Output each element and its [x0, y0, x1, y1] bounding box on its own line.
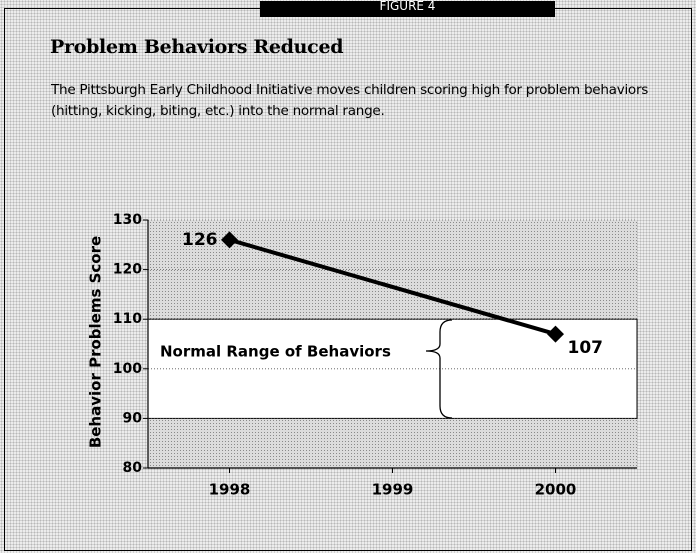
data-label: 107: [568, 338, 604, 358]
y-tick-label: 90: [123, 410, 143, 426]
chart-subtitle: The Pittsburgh Early Childhood Initiativ…: [51, 82, 649, 119]
x-tick-label: 2000: [535, 481, 577, 499]
data-label: 126: [182, 230, 218, 250]
figure-panel: FIGURE 4: [4, 1, 692, 551]
brace: [425, 319, 453, 419]
point: [221, 231, 238, 249]
y-tick-label: 80: [123, 460, 143, 476]
line: [228, 237, 557, 337]
x-tick-label: 1998: [209, 481, 251, 499]
y-tick-label: 130: [113, 212, 142, 228]
y-tick-label: 120: [113, 262, 142, 278]
annotation: Normal Range of Behaviors: [160, 343, 391, 361]
y-tick-label: 100: [113, 361, 142, 377]
figure-label: FIGURE 4: [260, 1, 555, 17]
y-axis-label: Behavior Problems Score: [87, 236, 105, 448]
point: [547, 325, 564, 343]
x-tick-label: 1999: [372, 481, 414, 499]
chart-title: Problem Behaviors Reduced: [50, 36, 344, 58]
y-tick-label: 110: [113, 311, 142, 327]
